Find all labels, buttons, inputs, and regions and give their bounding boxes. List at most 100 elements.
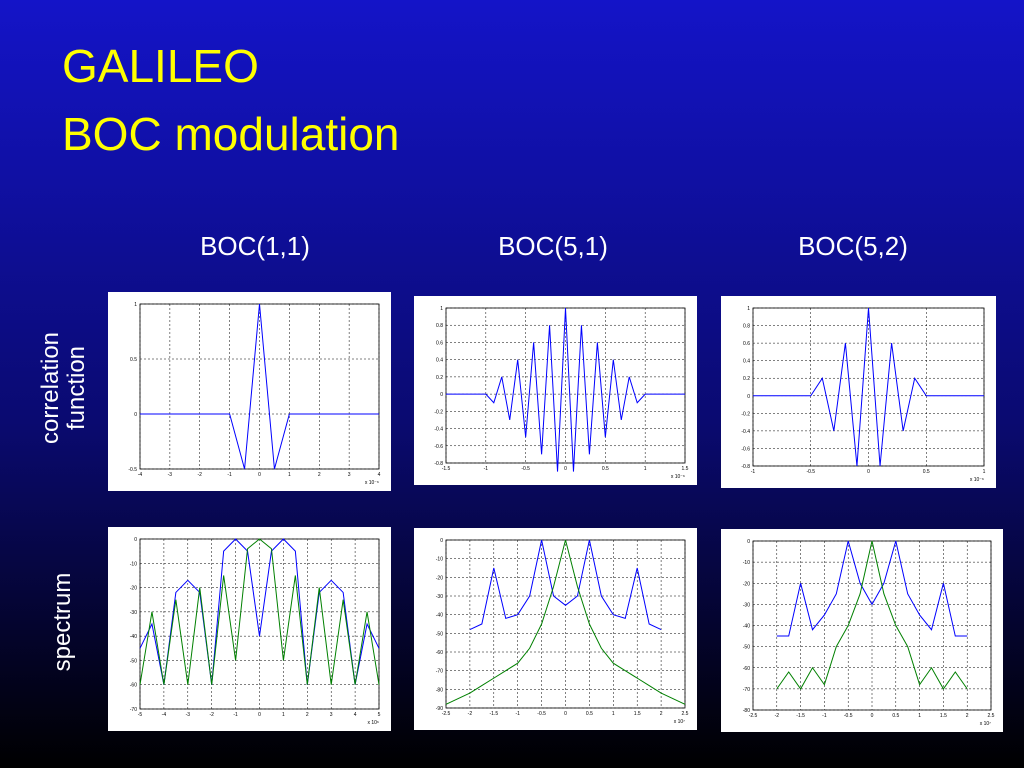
data-line [469, 539, 662, 631]
y-tick-label: -70 [130, 707, 137, 713]
y-tick-label: -10 [743, 560, 750, 566]
x-tick-label: -1.5 [796, 713, 805, 719]
y-tick-label: 1 [440, 306, 443, 312]
y-tick-label: -10 [436, 557, 443, 563]
x-tick-label: -1 [515, 711, 520, 717]
row-label: correlation function [37, 332, 90, 444]
x-tick-label: -5 [138, 712, 143, 718]
y-tick-label: -0.8 [741, 464, 750, 470]
x-tick-label: -4 [138, 472, 143, 478]
y-tick-label: -20 [743, 581, 750, 587]
y-tick-label: 0 [440, 392, 443, 398]
y-tick-label: 0.4 [436, 358, 443, 364]
x-tick-label: -3 [168, 472, 173, 478]
plot: -1 -0.5 0 0.5 1 -0.8 -0.6 -0.4 -0.2 0 0.2 0.4 0.6 0.8… [721, 296, 996, 488]
plot: -1.5 -1 -0.5 0 0.5 1 1.5 -0.8 -0.6 -0.4 -0.2 0 0.2 0.… [414, 296, 697, 485]
y-tick-label: -0.8 [434, 461, 443, 467]
y-tick-label: -70 [436, 669, 443, 675]
y-tick-label: 0.8 [743, 324, 750, 330]
x-tick-label: -3 [186, 712, 191, 718]
plot: -5 -4 -3 -2 -1 0 1 2 3 4 5-70-60-50-40-30-20-100x … [108, 527, 391, 731]
x-tick-label: 0 [867, 469, 870, 475]
y-tick-label: -80 [743, 708, 750, 714]
x-tick-label: -2.5 [749, 713, 758, 719]
y-tick-label: 0.5 [130, 357, 137, 363]
x-tick-label: 0.5 [602, 466, 609, 472]
data-line [139, 538, 380, 685]
x-tick-label: 4 [354, 712, 357, 718]
x-tick-label: 2.5 [988, 713, 995, 719]
plot-background [108, 527, 391, 731]
x-tick-label: -0.5 [537, 711, 546, 717]
x-tick-label: -0.5 [521, 466, 530, 472]
x-tick-label: 1 [918, 713, 921, 719]
plot-background [108, 292, 391, 491]
y-tick-label: 1 [134, 302, 137, 308]
x-tick-label: 1 [644, 466, 647, 472]
data-line [446, 307, 685, 472]
x-scale-label: x 10⁷ [980, 721, 991, 727]
row-label-line: spectrum [49, 573, 76, 672]
y-tick-label: -50 [743, 645, 750, 651]
x-scale-label: x 10⁻⁶ [671, 474, 685, 480]
x-tick-label: -1 [751, 469, 756, 475]
y-tick-label: -30 [130, 610, 137, 616]
x-tick-label: 1.5 [940, 713, 947, 719]
plot: -2.5 -2 -1.5 -1 -0.5 0 0.5 1 1.5 2 2.5 -90 -80 -70 -60… [414, 528, 697, 730]
plot-background [721, 296, 996, 488]
x-tick-label: 1 [288, 472, 291, 478]
y-tick-label: 0.6 [436, 340, 443, 346]
plot: -2.5 -2 -1.5 -1 -0.5 0 0.5 1 1.5 2 2.5 -80 -70 -60 -50… [721, 529, 1003, 732]
slide-title: GALILEO [62, 40, 259, 92]
y-tick-label: -40 [130, 634, 137, 640]
column-header: BOC(1,1) [200, 231, 310, 261]
x-tick-label: 1 [612, 711, 615, 717]
y-tick-label: 0 [134, 537, 137, 543]
x-tick-label: -1.5 [442, 466, 451, 472]
x-tick-label: 0.5 [923, 469, 930, 475]
y-tick-label: -30 [743, 602, 750, 608]
x-tick-label: -2 [468, 711, 473, 717]
y-tick-label: -0.5 [128, 467, 137, 473]
y-tick-label: -50 [436, 631, 443, 637]
data-line [139, 538, 380, 685]
y-tick-label: -40 [436, 613, 443, 619]
y-tick-label: 0.4 [743, 359, 750, 365]
plot: -4 -3 -2 -1 0 1 2 3 4 -0.5 0 0.5 1 x 10⁻⁶ [108, 292, 391, 491]
y-tick-label: -30 [436, 594, 443, 600]
x-scale-label: x 10⁻⁶ [970, 477, 984, 483]
y-tick-label: -0.2 [741, 411, 750, 417]
x-tick-label: 3 [348, 472, 351, 478]
plot-background [414, 296, 697, 485]
x-tick-label: 0.5 [892, 713, 899, 719]
column-header: BOC(5,2) [798, 231, 908, 261]
y-tick-label: 0.2 [743, 376, 750, 382]
data-line [776, 540, 968, 637]
x-tick-label: 2 [306, 712, 309, 718]
y-tick-label: 0 [747, 394, 750, 400]
y-tick-label: -80 [436, 687, 443, 693]
x-tick-label: 2.5 [682, 711, 689, 717]
y-tick-label: 0 [747, 539, 750, 545]
x-tick-label: -1 [484, 466, 489, 472]
x-tick-label: -0.5 [844, 713, 853, 719]
y-tick-label: -0.2 [434, 409, 443, 415]
x-tick-label: 0 [258, 712, 261, 718]
x-tick-label: 4 [378, 472, 381, 478]
x-tick-label: 0 [564, 466, 567, 472]
x-tick-label: 1.5 [682, 466, 689, 472]
x-tick-label: 1.5 [634, 711, 641, 717]
x-tick-label: 2 [966, 713, 969, 719]
x-scale-label: x 10⁷ [674, 719, 685, 725]
row-label-line: correlation [37, 332, 64, 444]
y-tick-label: 0.6 [743, 341, 750, 347]
plot-background [721, 529, 1003, 732]
y-tick-label: 0 [134, 412, 137, 418]
x-tick-label: 2 [660, 711, 663, 717]
data-line [753, 307, 984, 467]
plot-background [414, 528, 697, 730]
x-tick-label: -4 [162, 712, 167, 718]
y-tick-label: -0.4 [741, 429, 750, 435]
x-tick-label: 0.5 [586, 711, 593, 717]
